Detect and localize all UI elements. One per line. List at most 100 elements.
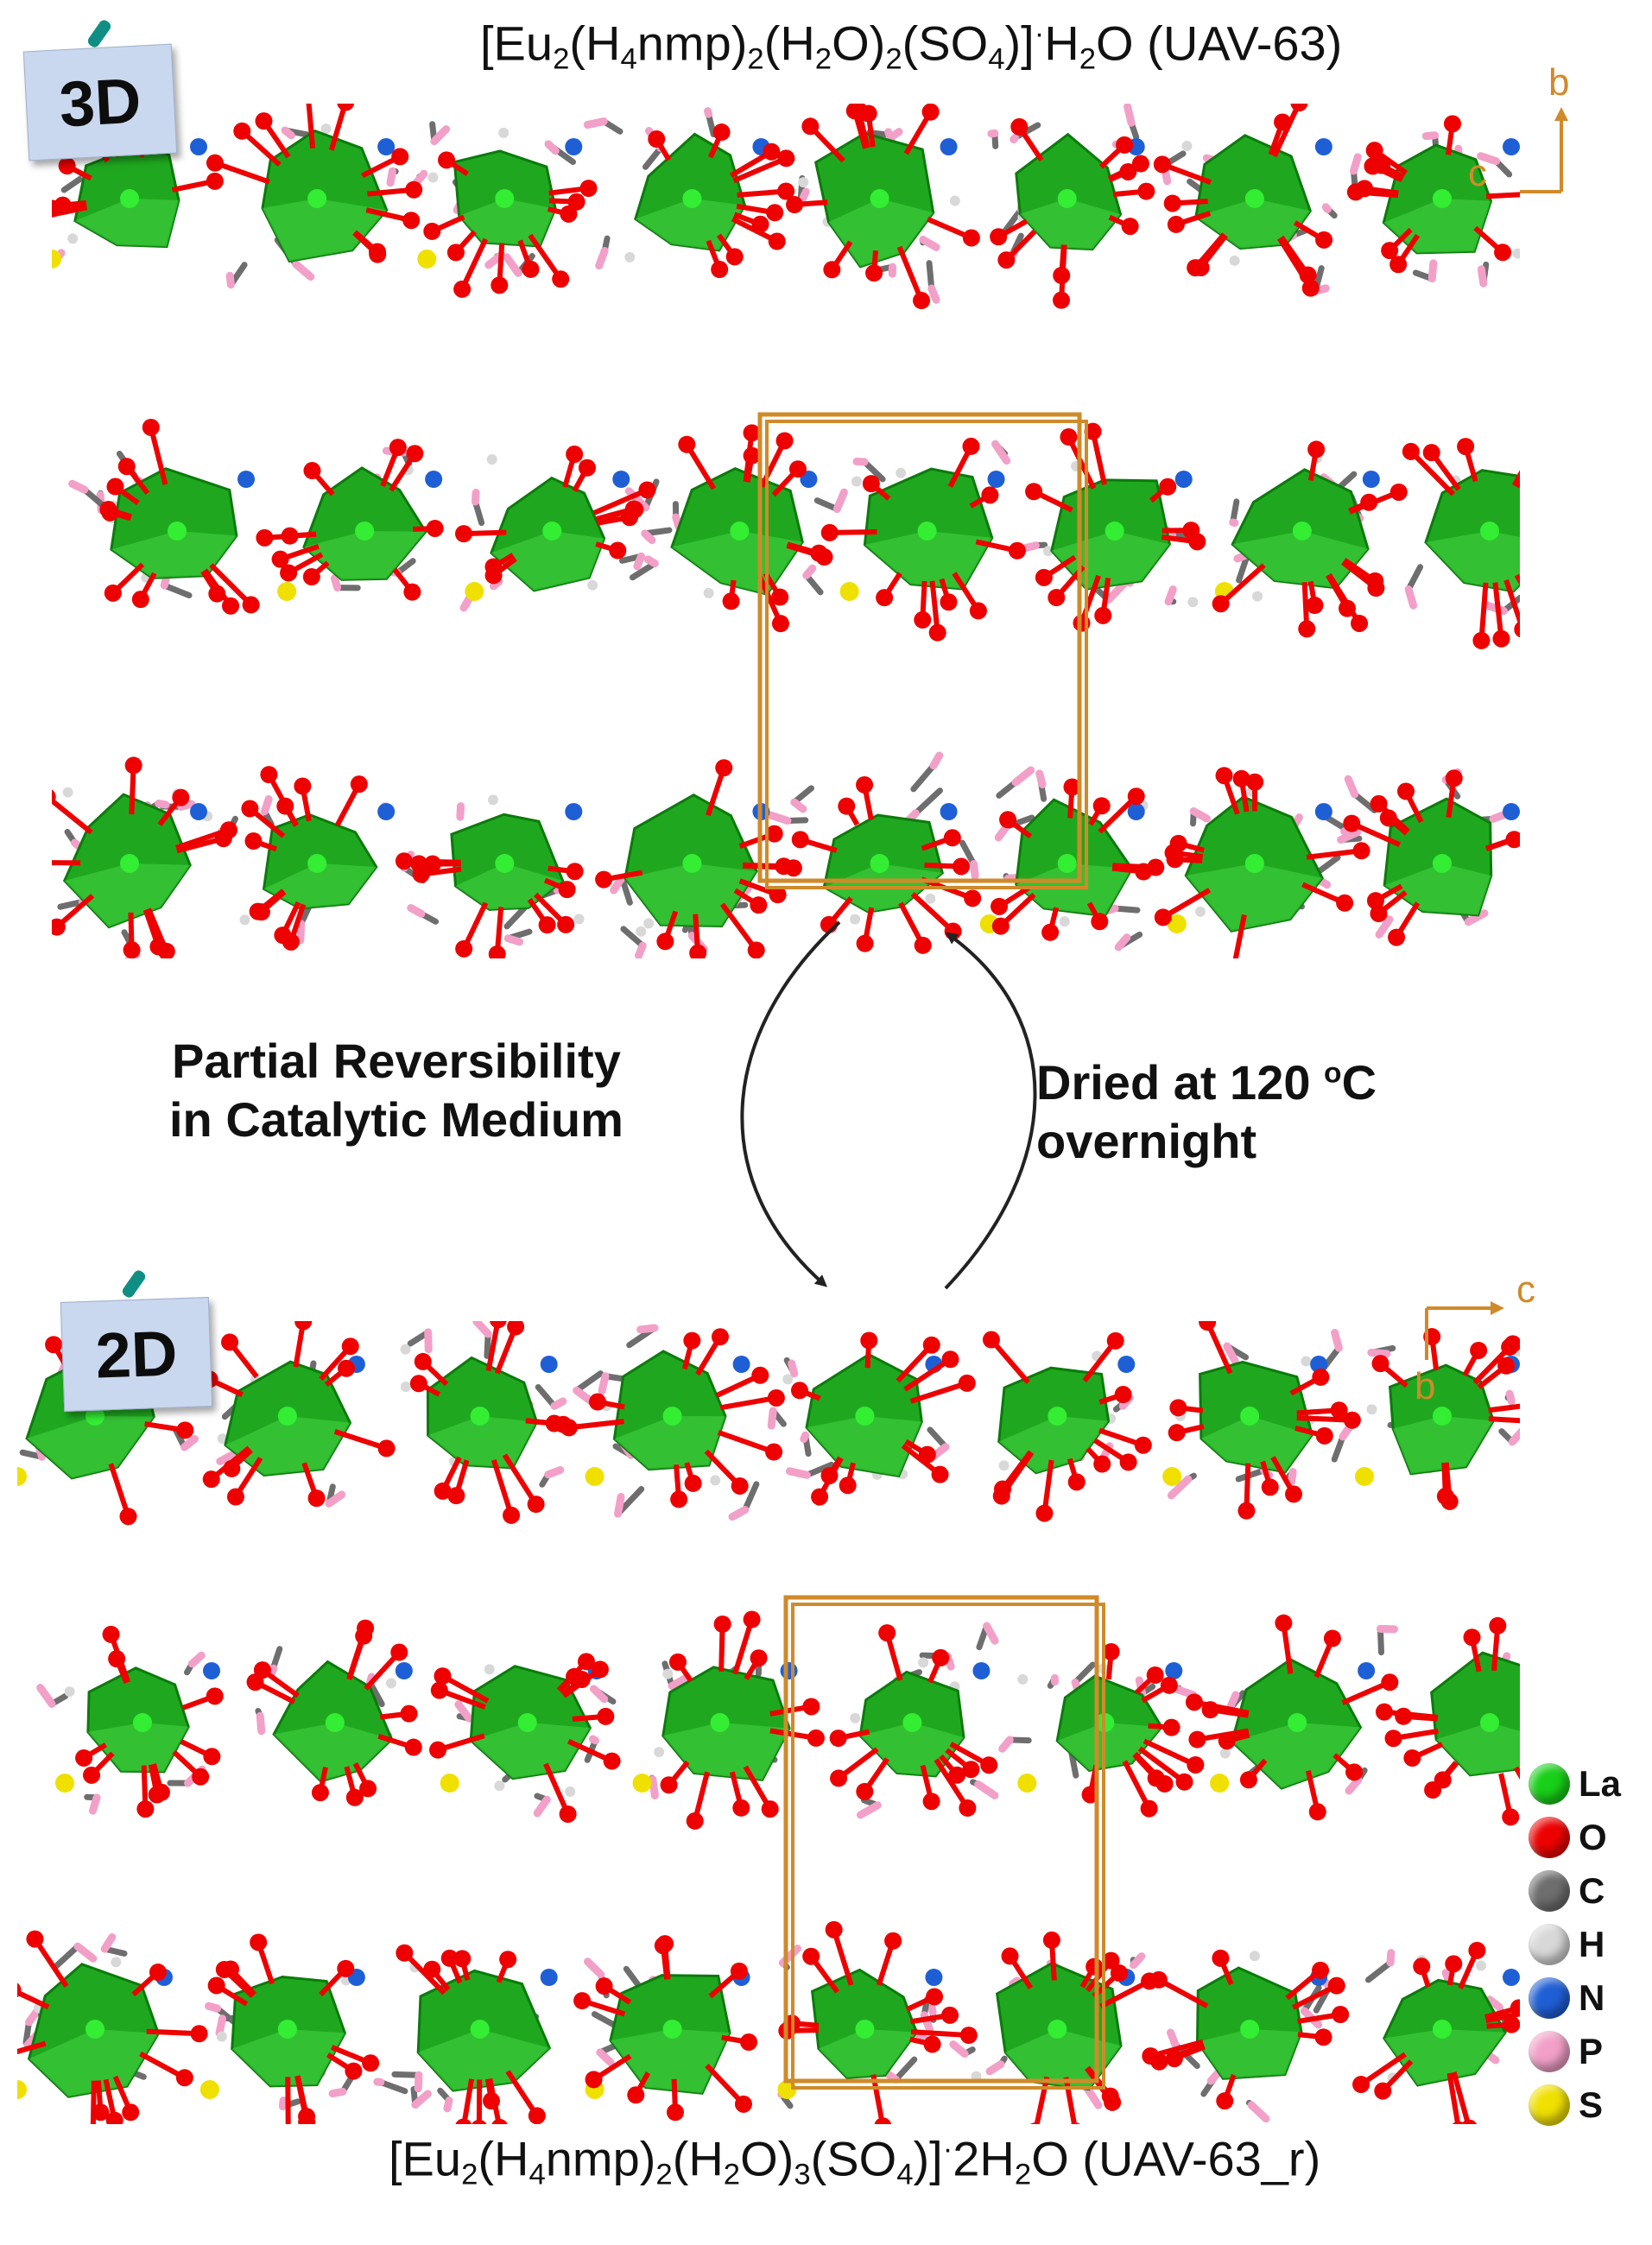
hydrogen-atom [925, 893, 936, 904]
polyhedron-face [828, 199, 934, 267]
nitrogen-atom [203, 1662, 220, 1679]
oxygen-atom [980, 1756, 998, 1774]
oxygen-atom [603, 1752, 621, 1770]
oxygen-atom [390, 1643, 408, 1661]
oxygen-atom [552, 270, 570, 288]
bond [633, 552, 646, 571]
bond [377, 2078, 408, 2095]
nitrogen-atom [1358, 1662, 1376, 1679]
oxygen-atom [123, 941, 141, 958]
bond [346, 1627, 368, 1680]
bond [832, 488, 848, 514]
oxygen-atom [490, 1321, 507, 1329]
oxygen-atom [1440, 1492, 1459, 1510]
polyhedron-face [459, 199, 556, 246]
oxygen-atom [1212, 595, 1230, 613]
metal-atom [1048, 1407, 1067, 1426]
oxygen-atom [131, 591, 149, 609]
oxygen-atom [1352, 2076, 1370, 2094]
oxygen-atom [997, 251, 1016, 269]
bond [970, 860, 979, 880]
oxygen-atom [638, 481, 656, 499]
oxygen-atom [1352, 842, 1370, 860]
nitrogen-atom [190, 138, 207, 155]
bond [788, 1359, 799, 1378]
oxygen-atom [1134, 1436, 1152, 1454]
oxygen-atom [430, 1681, 448, 1699]
oxygen-atom [1094, 606, 1112, 624]
oxygen-atom [499, 1951, 517, 1969]
oxygen-atom [944, 922, 962, 940]
bond [785, 1467, 811, 1479]
bond [642, 144, 664, 170]
oxygen-atom [766, 204, 784, 222]
oxygen-atom [1168, 1424, 1186, 1442]
nitrogen-atom [1117, 1356, 1136, 1373]
metal-atom [1292, 522, 1312, 541]
arrow-down-curve [740, 920, 841, 1287]
bond [1206, 2069, 1222, 2085]
bond [333, 1429, 388, 1451]
bond [459, 237, 489, 291]
oxygen-atom [377, 1439, 396, 1458]
bond [1306, 848, 1362, 860]
bond [68, 479, 89, 494]
bond [407, 904, 426, 918]
oxygen-atom [226, 1488, 244, 1506]
oxygen-atom [743, 1610, 761, 1628]
bond [225, 271, 235, 289]
oxygen-atom [820, 915, 838, 933]
oxygen-atom [678, 435, 696, 453]
bond [1488, 1416, 1520, 1424]
oxygen-atom [414, 1352, 432, 1370]
transition-label-right-line2: overnight [1036, 1114, 1257, 1169]
bond [1331, 1329, 1343, 1352]
bond [1142, 1738, 1197, 1768]
oxygen-atom [1489, 1616, 1507, 1635]
oxygen-atom [1364, 157, 1382, 175]
oxygen-atom [791, 831, 809, 849]
oxygen-atom [566, 863, 584, 881]
oxygen-atom [396, 1944, 414, 1962]
oxygen-atom [1365, 142, 1383, 160]
structure-layer [17, 1321, 1520, 2124]
hydrogen-atom [484, 1664, 495, 1675]
hydrogen-atom [662, 1668, 674, 1679]
bond [1514, 477, 1520, 489]
oxygen-atom [730, 1962, 748, 1980]
bond [994, 823, 1010, 842]
oxygen-atom [45, 1336, 63, 1354]
bond [1337, 828, 1361, 844]
metal-atom [1480, 522, 1499, 541]
oxygen-atom [1164, 844, 1182, 862]
oxygen-atom [1403, 1749, 1421, 1767]
bond [1164, 585, 1177, 606]
oxygen-atom [1086, 1957, 1104, 1976]
unit-cell [791, 1603, 1105, 2090]
oxygen-atom [176, 1421, 194, 1439]
metal-atom [662, 1407, 682, 1426]
nitrogen-atom [377, 803, 396, 820]
oxygen-atom [1093, 1455, 1111, 1473]
hydrogen-atom [654, 1747, 665, 1758]
oxygen-atom [1185, 1693, 1203, 1711]
metal-atom [307, 189, 327, 208]
oxygen-atom [1147, 1769, 1165, 1787]
bond [1122, 1760, 1152, 1810]
polyhedron-face [231, 2029, 345, 2086]
oxygen-atom [820, 523, 839, 541]
crystal-structure-2d [17, 1321, 1520, 2124]
sulfur-atom [1210, 1774, 1230, 1793]
oxygen-atom [1443, 115, 1461, 133]
oxygen-atom [409, 1375, 427, 1393]
metal-atom [133, 1713, 152, 1732]
oxygen-atom [175, 2069, 193, 2087]
hydrogen-atom [1194, 906, 1206, 917]
oxygen-atom [454, 525, 472, 543]
bond [424, 1328, 433, 1354]
atom-swatch-icon [1529, 2084, 1570, 2126]
oxygen-atom [1307, 440, 1326, 458]
bond [610, 873, 626, 895]
polyhedron-face [1016, 863, 1132, 916]
sulfur-atom [1162, 1467, 1182, 1486]
